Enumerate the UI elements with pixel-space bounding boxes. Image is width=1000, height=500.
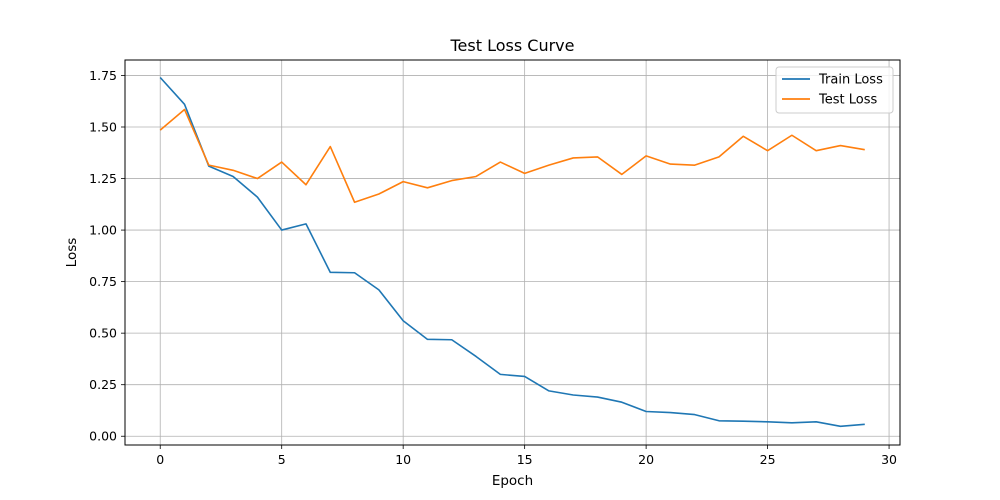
- axis-ticks: 0 5 10 15 20 25 30 0.00 0.25 0.50 0.75 1.00 1.25 1.50…: [89, 68, 897, 467]
- x-tick-label: 25: [760, 452, 776, 467]
- x-tick-label: 0: [156, 452, 164, 467]
- x-tick-label: 30: [881, 452, 897, 467]
- y-tick-label: 1.75: [89, 68, 117, 83]
- y-tick-label: 0.75: [89, 274, 117, 289]
- y-tick-label: 1.25: [89, 171, 117, 186]
- plot-frame: [124, 59, 901, 446]
- series-line-train-loss: [159, 76, 865, 428]
- x-axis-label: Epoch: [492, 473, 533, 489]
- chart-title: Test Loss Curve: [450, 36, 575, 55]
- legend-label-test-loss: Test Loss: [818, 93, 877, 108]
- legend: Train Loss Test Loss: [775, 66, 894, 114]
- x-tick-label: 5: [278, 452, 286, 467]
- grid: [125, 60, 900, 445]
- y-tick-label: 1.50: [89, 120, 117, 135]
- series-lines: [159, 76, 865, 428]
- x-tick-label: 15: [517, 452, 533, 467]
- y-tick-label: 0.25: [89, 377, 117, 392]
- x-tick-label: 10: [395, 452, 411, 467]
- x-tick-label: 20: [638, 452, 654, 467]
- series-line-test-loss: [159, 108, 865, 204]
- y-axis-label: Loss: [64, 238, 80, 268]
- y-tick-label: 0.00: [89, 429, 117, 444]
- legend-label-train-loss: Train Loss: [818, 73, 883, 88]
- y-tick-label: 0.50: [89, 326, 117, 341]
- y-tick-label: 1.00: [89, 223, 117, 238]
